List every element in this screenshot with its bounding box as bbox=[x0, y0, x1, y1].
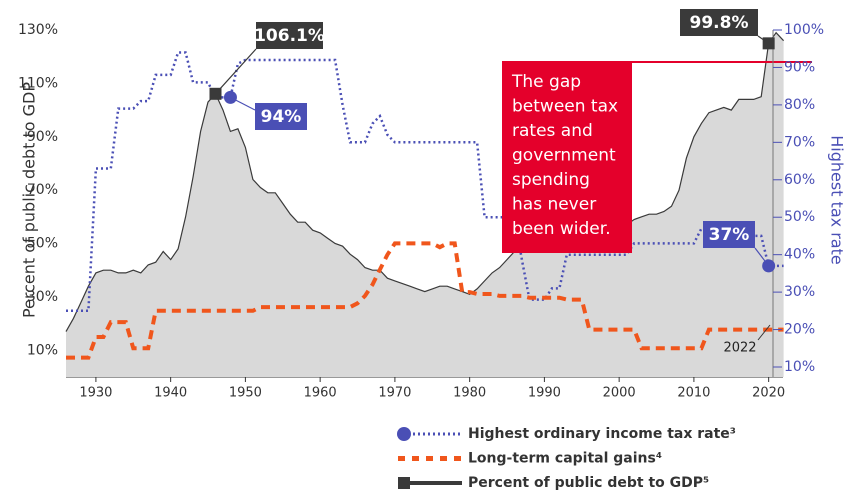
y-tick-label: 50% bbox=[27, 236, 58, 252]
annotation-box bbox=[256, 22, 323, 49]
annotation-label: 37% bbox=[709, 225, 750, 245]
annotation-label: 99.8% bbox=[690, 13, 749, 33]
year-note: 2022 bbox=[723, 341, 756, 356]
x-tick-label: 2010 bbox=[677, 386, 710, 401]
debt-line bbox=[65, 31, 785, 332]
y2-tick-label: 70% bbox=[784, 134, 815, 150]
callout-text: The gap bbox=[511, 72, 581, 92]
leader bbox=[230, 96, 256, 111]
x-tick-label: 1990 bbox=[528, 386, 561, 401]
y-tick-label: 30% bbox=[27, 289, 58, 305]
x-tick-label: 1930 bbox=[79, 386, 112, 401]
legend-label: Highest ordinary income tax rate³ bbox=[468, 426, 736, 442]
debt-area bbox=[66, 32, 784, 377]
leader bbox=[757, 324, 771, 341]
leader bbox=[215, 48, 257, 95]
legend-label: Long-term capital gains⁴ bbox=[468, 451, 662, 467]
dashed-line bbox=[66, 241, 784, 360]
dotted-line bbox=[66, 51, 784, 313]
x-tick-label: 1940 bbox=[154, 386, 187, 401]
x-tick-label: 2020 bbox=[752, 386, 785, 401]
annotation-label: 106.1% bbox=[254, 26, 325, 46]
callout-text: between tax bbox=[512, 97, 618, 117]
y2-axis-title: Highest tax rate bbox=[828, 135, 847, 264]
y-axis-title: Percent of public debt to GDP bbox=[20, 82, 39, 318]
x-tick-label: 1980 bbox=[453, 386, 486, 401]
plot: 1930 1940 1950 1960 1970 1980 1990 2000 2010 2020… bbox=[18, 22, 785, 401]
annotation-label: 94% bbox=[261, 107, 302, 127]
y2-tick-label: 80% bbox=[784, 97, 815, 113]
y-tick-label: 10% bbox=[27, 342, 58, 358]
callout-text: been wider. bbox=[512, 219, 611, 239]
x-tick-label: 1970 bbox=[378, 386, 411, 401]
legend-label: Percent of public debt to GDP⁵ bbox=[468, 475, 709, 491]
y2-tick-label: 20% bbox=[784, 322, 815, 338]
y2-tick-label: 10% bbox=[784, 359, 815, 375]
x-tick-label: 1960 bbox=[304, 386, 337, 401]
y2-tick-label: 50% bbox=[784, 209, 815, 225]
y2-tick-label: 40% bbox=[784, 247, 815, 263]
legend-marker bbox=[398, 477, 410, 489]
y2-tick-label: 100% bbox=[784, 22, 824, 38]
annotation-box bbox=[255, 103, 307, 130]
y-tick-label: 70% bbox=[27, 182, 58, 198]
callout-text: has never bbox=[512, 195, 596, 215]
callout-text: government bbox=[512, 146, 616, 166]
x-tick-label: 1950 bbox=[229, 386, 262, 401]
legend-marker bbox=[397, 427, 411, 441]
annotation-box bbox=[703, 221, 755, 248]
y-tick-label: 110% bbox=[18, 75, 58, 91]
y2-tick-label: 30% bbox=[784, 284, 815, 300]
callout-text: spending bbox=[512, 170, 590, 190]
annotation-box bbox=[680, 9, 758, 36]
y-tick-label: 90% bbox=[27, 129, 58, 145]
y2-tick-label: 60% bbox=[784, 172, 815, 188]
leader bbox=[757, 35, 769, 44]
leader bbox=[754, 247, 770, 267]
x-tick-label: 2000 bbox=[603, 386, 636, 401]
callout-text: rates and bbox=[512, 121, 593, 141]
callout-box bbox=[502, 61, 632, 253]
y2-tick-label: 90% bbox=[784, 59, 815, 75]
y-tick-label: 130% bbox=[18, 22, 58, 38]
